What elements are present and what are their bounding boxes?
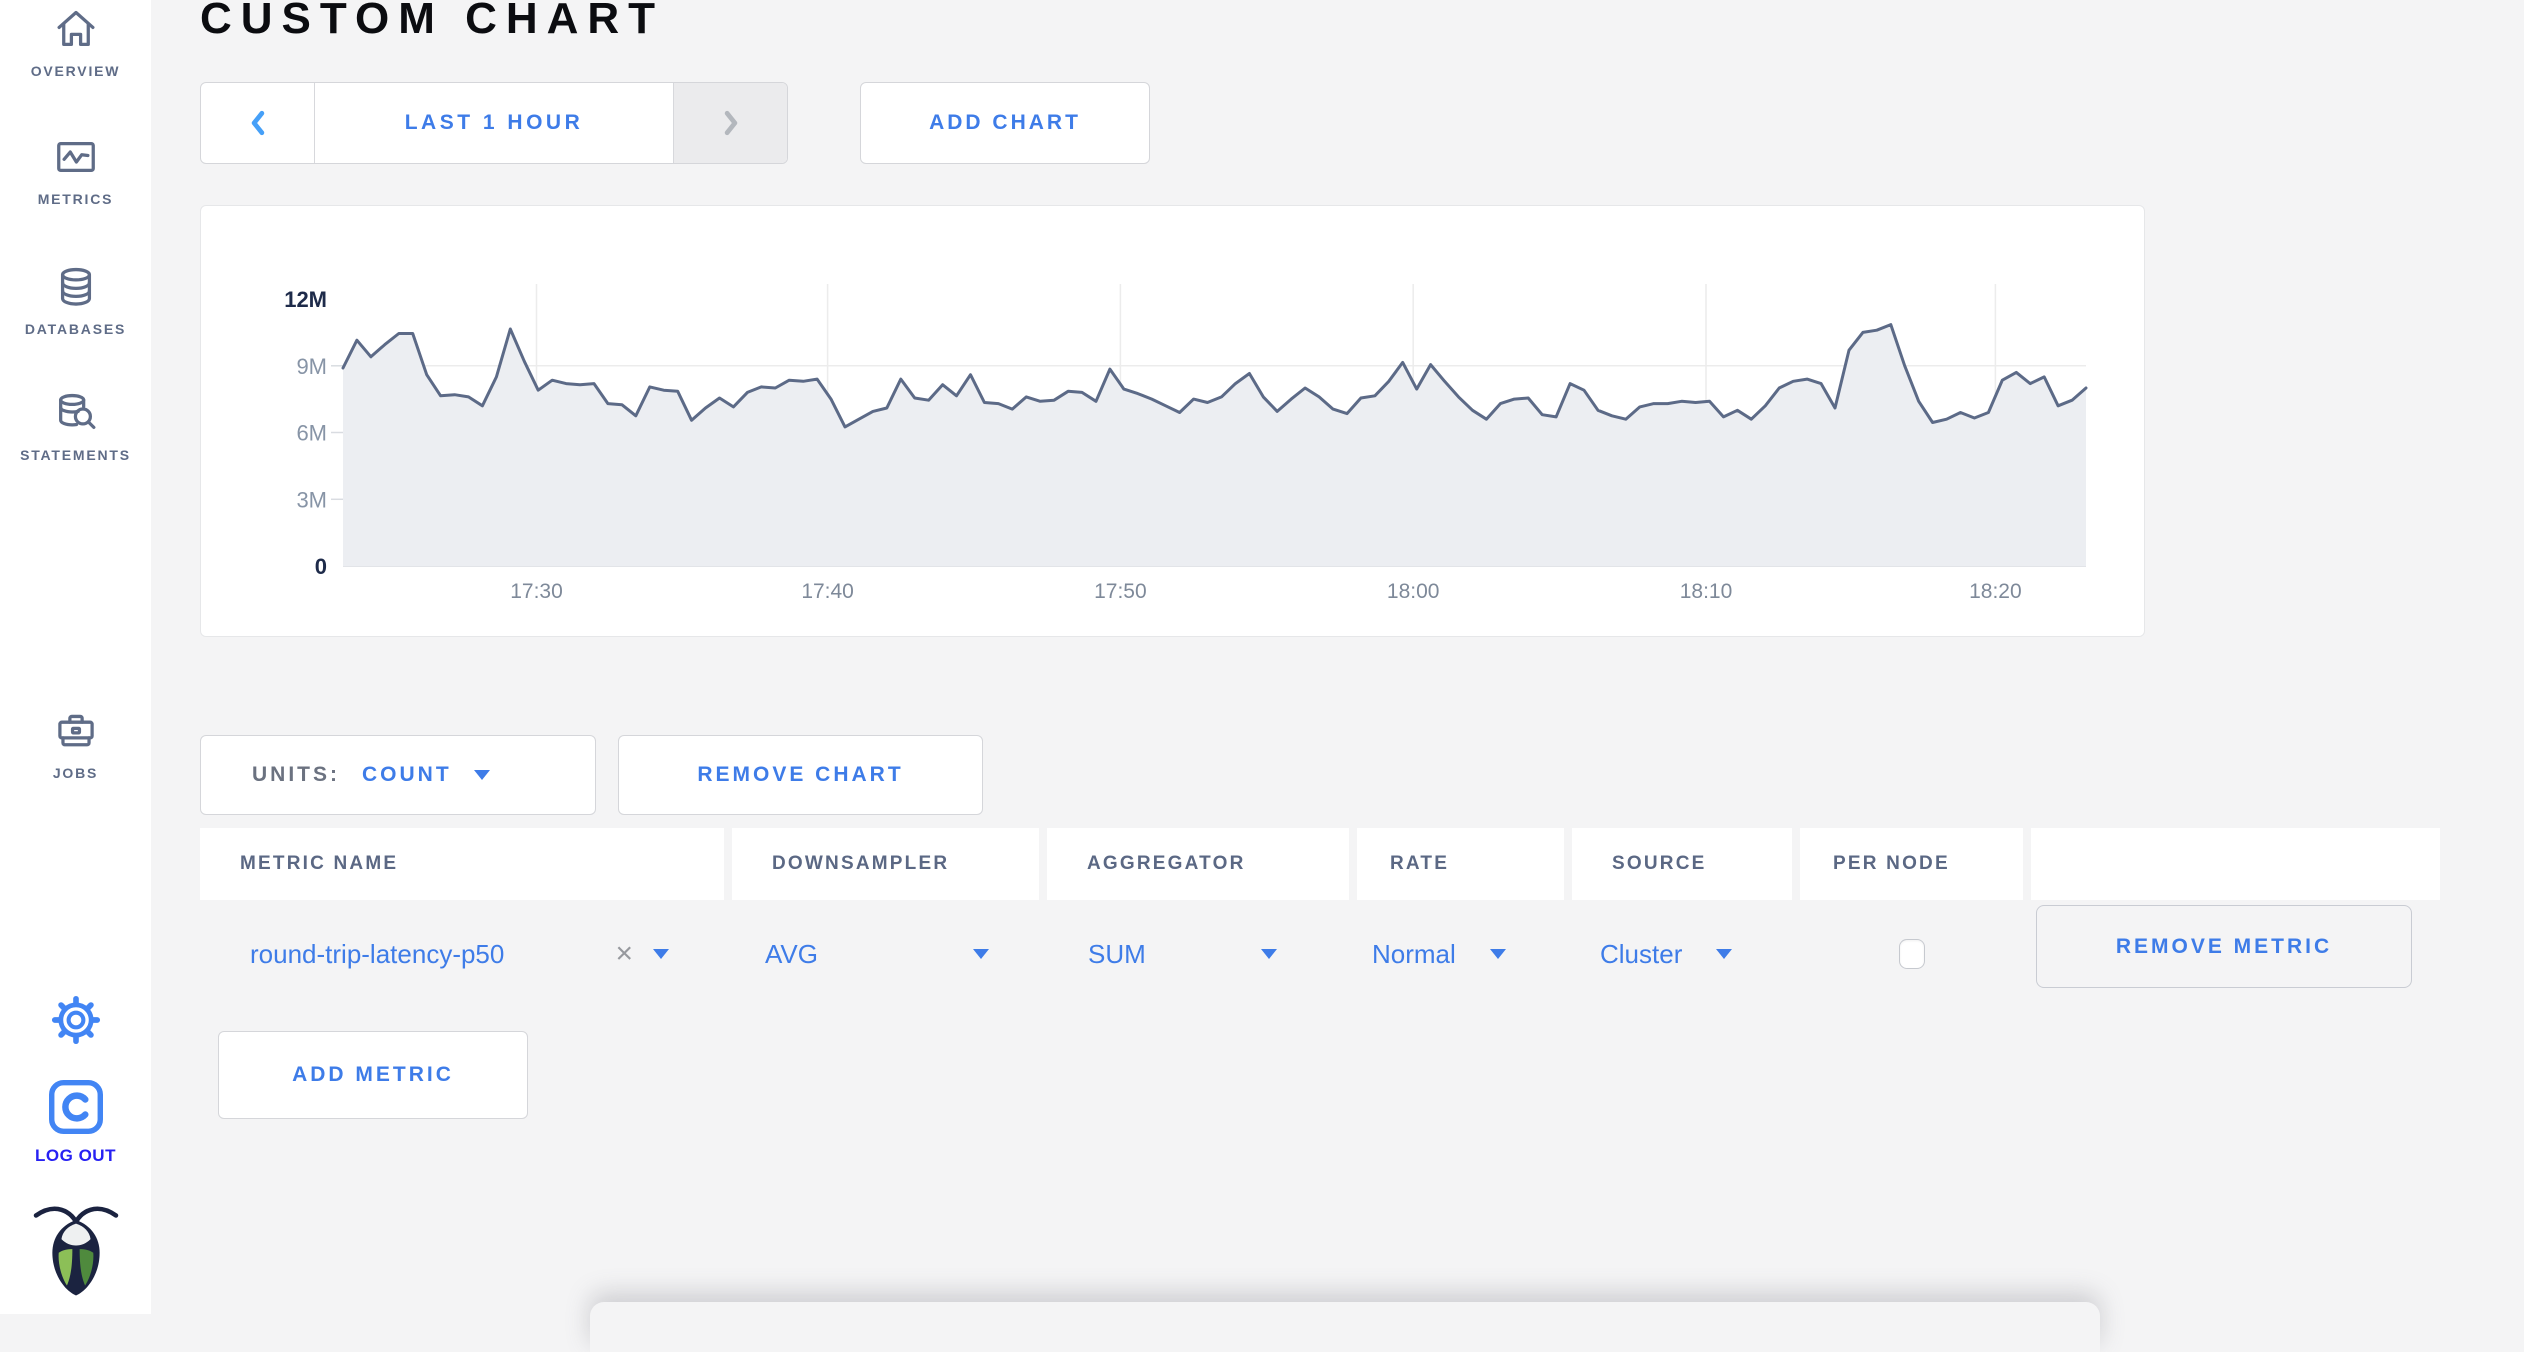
units-dropdown[interactable]: UNITS: COUNT [200,735,596,815]
jobs-icon [57,714,94,747]
svg-text:6M: 6M [296,421,327,446]
units-value: COUNT [362,763,452,786]
column-header-rate: RATE [1357,828,1564,900]
chevron-right-icon [724,110,737,136]
databases-icon [60,267,91,306]
svg-text:18:20: 18:20 [1969,580,2022,603]
time-range-dropdown[interactable]: LAST 1 HOUR [315,83,673,163]
add-metric-label: ADD METRIC [292,1063,454,1086]
sidebar-item-metrics[interactable]: METRICS [0,134,151,207]
source-select[interactable]: Cluster [1572,900,1792,1008]
cockroach-logo [0,1200,151,1300]
svg-text:0: 0 [315,554,327,579]
column-header-metric-name: METRIC NAME [200,828,724,900]
logout-button[interactable]: LOG OUT [0,1076,151,1166]
downsampler-value: AVG [765,938,818,969]
sidebar-item-jobs[interactable]: JOBS [0,708,151,781]
svg-text:3M: 3M [296,487,327,512]
caret-down-icon [1490,949,1506,959]
time-range-label: LAST 1 HOUR [404,111,584,134]
clear-metric-icon[interactable]: × [615,937,633,970]
rate-value: Normal [1372,938,1456,969]
column-header-actions [2031,828,2440,900]
caret-down-icon [653,949,669,959]
caret-down-icon [1716,949,1732,959]
source-value: Cluster [1600,938,1683,969]
units-label: UNITS: [252,763,340,786]
sidebar-item-databases[interactable]: DATABASES [0,264,151,337]
column-header-downsampler: DOWNSAMPLER [732,828,1039,900]
cockroach-c-icon [48,1080,103,1134]
time-range-selector: LAST 1 HOUR [200,82,788,164]
settings-button[interactable] [0,994,151,1046]
custom-chart-card: 0 3M 6M 9M 12M 17:30 17:40 17:50 18:00 18:10 18:20 [200,205,2145,637]
svg-text:9M: 9M [296,354,327,379]
remove-chart-label: REMOVE CHART [697,763,904,786]
svg-text:18:10: 18:10 [1680,580,1733,603]
aggregator-value: SUM [1088,938,1146,969]
metric-name-select[interactable]: round-trip-latency-p50 × [200,900,724,1008]
column-header-source: SOURCE [1572,828,1792,900]
gear-icon [51,995,100,1045]
remove-chart-button[interactable]: REMOVE CHART [618,735,983,815]
sidebar-item-label: JOBS [52,765,99,781]
sidebar-item-statements[interactable]: STATEMENTS [0,390,151,463]
aggregator-select[interactable]: SUM [1047,900,1349,1008]
sidebar-item-overview[interactable]: OVERVIEW [0,6,151,79]
sidebar-item-label: OVERVIEW [30,63,121,79]
sidebar: OVERVIEW METRICS DATABASES STATEMENTS [0,0,151,1314]
svg-text:17:40: 17:40 [801,580,854,603]
per-node-cell [1800,900,2023,1008]
sidebar-item-label: STATEMENTS [20,447,131,463]
column-header-per-node: PER NODE [1800,828,2023,900]
caret-down-icon [473,770,490,780]
add-metric-button[interactable]: ADD METRIC [218,1031,528,1119]
metric-row: round-trip-latency-p50 × AVG SUM Normal … [200,900,2023,1008]
caret-down-icon [1261,949,1277,959]
per-node-checkbox[interactable] [1898,939,1925,969]
remove-metric-label: REMOVE METRIC [2115,934,2333,958]
time-range-next-button[interactable] [673,83,787,163]
svg-text:17:30: 17:30 [510,580,563,603]
page-title: CUSTOM CHART [200,0,665,43]
metric-name-value: round-trip-latency-p50 [250,938,505,969]
svg-text:17:50: 17:50 [1094,580,1147,603]
svg-text:18:00: 18:00 [1387,580,1440,603]
bottom-sheet-shadow [590,1302,2100,1352]
caret-down-icon [973,949,989,959]
sidebar-item-label: METRICS [37,191,114,207]
svg-text:12M: 12M [284,287,327,312]
downsampler-select[interactable]: AVG [732,900,1039,1008]
logout-label: LOG OUT [35,1146,116,1165]
statements-icon [58,393,95,430]
custom-chart-svg: 0 3M 6M 9M 12M 17:30 17:40 17:50 18:00 18:10 18:20 [284,284,2088,603]
remove-metric-button[interactable]: REMOVE METRIC [2036,905,2412,988]
metrics-icon [56,141,95,173]
add-chart-label: ADD CHART [929,111,1081,134]
home-icon [57,10,94,46]
time-range-prev-button[interactable] [201,83,315,163]
chevron-left-icon [251,110,264,136]
sidebar-item-label: DATABASES [24,321,127,337]
column-header-aggregator: AGGREGATOR [1047,828,1349,900]
rate-select[interactable]: Normal [1357,900,1564,1008]
metrics-table-header: METRIC NAME DOWNSAMPLER AGGREGATOR RATE … [200,828,2440,900]
cockroach-bug-icon [33,1206,118,1296]
add-chart-button[interactable]: ADD CHART [860,82,1150,164]
